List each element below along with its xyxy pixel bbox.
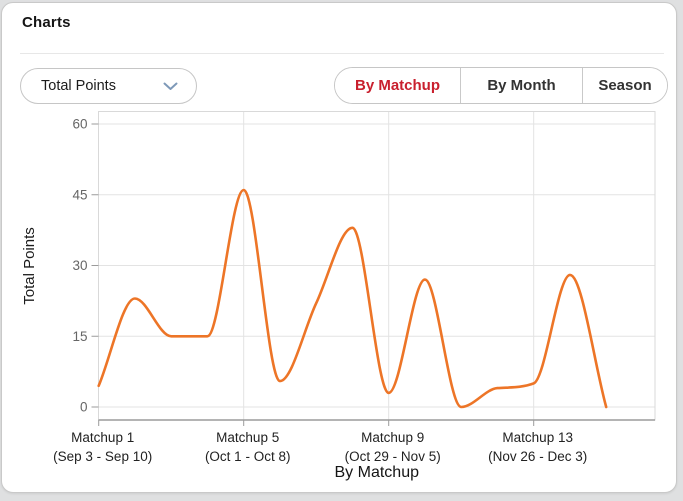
tab-by-month[interactable]: By Month (460, 68, 582, 103)
svg-text:Matchup 1: Matchup 1 (71, 430, 134, 445)
tab-season[interactable]: Season (582, 68, 667, 103)
x-gridlines (243, 111, 535, 420)
svg-text:(Sep 3 - Sep 10): (Sep 3 - Sep 10) (53, 449, 152, 464)
metric-dropdown[interactable]: Total Points (20, 68, 197, 104)
header-divider (20, 53, 664, 54)
svg-text:60: 60 (72, 117, 87, 132)
page-title: Charts (22, 14, 71, 31)
svg-text:Matchup 9: Matchup 9 (361, 430, 424, 445)
svg-text:Matchup 13: Matchup 13 (502, 430, 573, 445)
metric-dropdown-value: Total Points (41, 78, 116, 94)
svg-text:(Oct 29 - Nov 5): (Oct 29 - Nov 5) (345, 449, 441, 464)
y-axis-title: Total Points (21, 227, 38, 305)
x-tick-labels: Matchup 1 (Sep 3 - Sep 10) Matchup 5 (Oct 1… (53, 430, 587, 464)
y-gridlines (98, 123, 655, 408)
chevron-down-icon (163, 82, 178, 90)
svg-text:0: 0 (80, 400, 88, 415)
svg-text:30: 30 (72, 258, 87, 273)
svg-text:Matchup 5: Matchup 5 (216, 430, 279, 445)
y-tick-marks (91, 123, 99, 408)
tab-by-matchup[interactable]: By Matchup (335, 68, 460, 103)
svg-text:(Nov 26 - Dec 3): (Nov 26 - Dec 3) (488, 449, 587, 464)
series-line (97, 188, 608, 409)
svg-text:45: 45 (72, 187, 87, 202)
svg-text:(Oct 1 - Oct 8): (Oct 1 - Oct 8) (205, 449, 291, 464)
x-axis-title: By Matchup (335, 464, 420, 481)
chart-view-tabs: By Matchup By Month Season (334, 67, 668, 104)
charts-card: Charts Total Points By Matchup By Month … (1, 2, 677, 493)
x-tick-marks (98, 420, 535, 426)
svg-text:15: 15 (72, 329, 87, 344)
y-tick-labels: 0 15 30 45 60 (72, 117, 87, 415)
